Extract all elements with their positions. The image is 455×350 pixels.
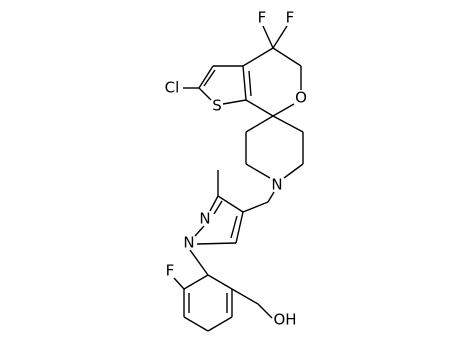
bond bbox=[198, 65, 214, 89]
bond bbox=[235, 211, 244, 244]
bond bbox=[245, 99, 274, 117]
bond bbox=[242, 201, 269, 213]
bond bbox=[183, 274, 209, 290]
bond bbox=[189, 249, 209, 276]
bond bbox=[217, 195, 244, 213]
atom-label: F bbox=[166, 262, 175, 280]
bond bbox=[267, 191, 275, 203]
atom-label: OH bbox=[273, 311, 296, 329]
atom-label: O bbox=[295, 89, 307, 107]
bond bbox=[231, 288, 259, 305]
bond bbox=[203, 69, 216, 87]
bond bbox=[183, 316, 209, 332]
bond bbox=[245, 163, 271, 179]
bond bbox=[272, 115, 304, 133]
bond bbox=[262, 25, 274, 49]
bond bbox=[173, 277, 185, 290]
bond bbox=[222, 99, 247, 105]
bond bbox=[207, 274, 233, 290]
bond bbox=[283, 163, 304, 179]
bond bbox=[207, 316, 233, 332]
bond bbox=[245, 115, 274, 133]
atom-label: F bbox=[286, 9, 295, 27]
bond bbox=[272, 47, 302, 67]
atom-label: F bbox=[258, 9, 267, 27]
bonds bbox=[173, 25, 304, 332]
bond bbox=[272, 25, 288, 49]
atom-label: S bbox=[212, 97, 222, 115]
bond bbox=[272, 103, 295, 117]
bond bbox=[194, 225, 205, 237]
atom-label: Cl bbox=[165, 79, 180, 97]
bond bbox=[196, 242, 237, 245]
atom-label: N bbox=[183, 234, 194, 252]
bond bbox=[209, 195, 219, 212]
atom-label: N bbox=[199, 210, 210, 228]
atom-labels: F F Cl S O N N N F OH bbox=[165, 9, 307, 329]
atom-label: N bbox=[271, 176, 282, 194]
bond bbox=[257, 303, 273, 319]
bond bbox=[242, 65, 247, 101]
bond bbox=[248, 70, 252, 97]
bond bbox=[242, 47, 274, 67]
bond bbox=[213, 200, 223, 215]
bond bbox=[230, 215, 238, 239]
bond bbox=[198, 87, 212, 101]
